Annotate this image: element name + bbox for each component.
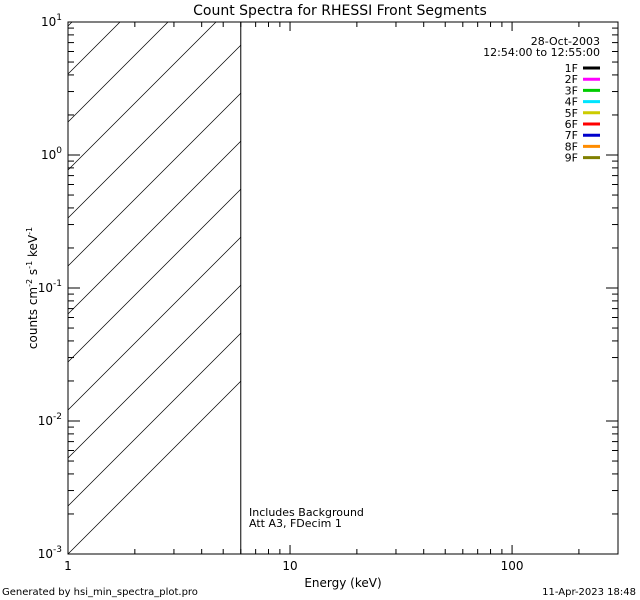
hatch-line	[68, 44, 241, 219]
legend-label-3f: 3F	[565, 84, 578, 97]
legend-label-2f: 2F	[565, 73, 578, 86]
legend-date: 28-Oct-2003	[531, 35, 600, 48]
legend-label-6f: 6F	[565, 118, 578, 131]
legend-label-5f: 5F	[565, 107, 578, 120]
annotation-attenuator: Att A3, FDecim 1	[249, 517, 342, 530]
y-tick-label: 101	[41, 13, 62, 29]
footer-timestamp: 11-Apr-2023 18:48	[542, 587, 636, 598]
y-label-sup-kev: -1	[25, 227, 34, 235]
y-tick-label: 10-1	[38, 279, 62, 295]
y-axis-label: counts cm-2 s-1 keV-1	[25, 227, 40, 349]
y-tick-label: 10-3	[38, 545, 62, 561]
hatch-line	[68, 22, 169, 123]
legend-label-1f: 1F	[565, 62, 578, 75]
x-tick-labels: 1 10 100	[64, 559, 523, 573]
hatch-line	[68, 332, 241, 507]
legend-label-9f: 9F	[565, 152, 578, 165]
y-tick-labels: 10-3 10-2 10-1 100 101	[38, 13, 63, 561]
plot-frame	[67, 21, 619, 555]
hatch-line	[68, 92, 241, 267]
legend-time-range: 12:54:00 to 12:55:00	[483, 46, 600, 59]
x-tick-label: 100	[501, 559, 524, 573]
y-label-sup-s: -1	[25, 261, 34, 269]
footer-generated-by: Generated by hsi_min_spectra_plot.pro	[2, 587, 198, 598]
legend-label-7f: 7F	[565, 129, 578, 142]
hatch-line	[68, 188, 241, 363]
x-axis-label: Energy (keV)	[304, 576, 381, 590]
x-tick-label: 1	[64, 559, 72, 573]
legend-label-4f: 4F	[565, 96, 578, 109]
legend-label-8f: 8F	[565, 140, 578, 153]
x-tick-label: 10	[282, 559, 297, 573]
hatch-line	[68, 380, 241, 554]
hatch-line	[68, 284, 241, 459]
legend: 28-Oct-2003 12:54:00 to 12:55:00 1F2F3F4…	[483, 35, 600, 165]
y-tick-label: 100	[41, 146, 62, 162]
y-label-sup-cm: -2	[25, 279, 34, 287]
axis-ticks	[67, 22, 619, 555]
chart-title: Count Spectra for RHESSI Front Segments	[193, 3, 487, 19]
y-tick-label: 10-2	[38, 412, 62, 428]
hatch-line	[68, 236, 241, 411]
annotation-background: Includes Background	[249, 506, 364, 519]
hatch-line	[68, 22, 217, 171]
excluded-region-hatch	[68, 22, 241, 554]
hatch-line	[68, 140, 241, 315]
